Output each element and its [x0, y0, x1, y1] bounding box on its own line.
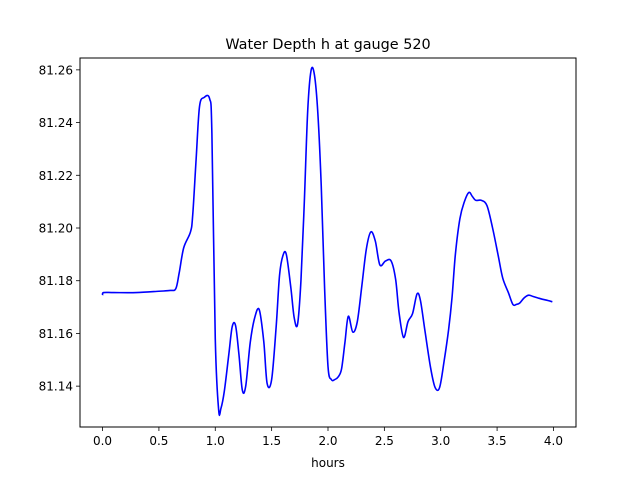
x-axis: 0.0 0.5 1.0 1.5 2.0 2.5 3.0 3.5 4.0	[93, 427, 563, 448]
series-line-water-depth	[101, 66, 553, 417]
x-tick-label: 2.0	[318, 434, 337, 448]
y-tick-label: 81.24	[39, 116, 73, 130]
y-axis: 81.14 81.16 81.18 81.20 81.22 81.24 81.26	[39, 63, 80, 394]
x-tick-label: 1.0	[206, 434, 225, 448]
x-tick-label: 3.5	[488, 434, 507, 448]
x-tick-label: 2.5	[375, 434, 394, 448]
x-axis-label: hours	[311, 456, 345, 470]
y-tick-label: 81.26	[39, 63, 73, 77]
x-tick-label: 1.5	[262, 434, 281, 448]
y-tick-label: 81.22	[39, 169, 73, 183]
series-layer	[101, 66, 553, 417]
x-tick-label: 0.0	[93, 434, 112, 448]
y-tick-label: 81.18	[39, 274, 73, 288]
x-tick-label: 0.5	[149, 434, 168, 448]
y-tick-label: 81.16	[39, 327, 73, 341]
plot-area	[79, 57, 577, 428]
chart-title: Water Depth h at gauge 520	[225, 37, 430, 53]
x-tick-label: 3.0	[431, 434, 450, 448]
x-tick-label: 4.0	[544, 434, 563, 448]
y-tick-label: 81.14	[39, 380, 73, 394]
y-tick-label: 81.20	[39, 222, 73, 236]
